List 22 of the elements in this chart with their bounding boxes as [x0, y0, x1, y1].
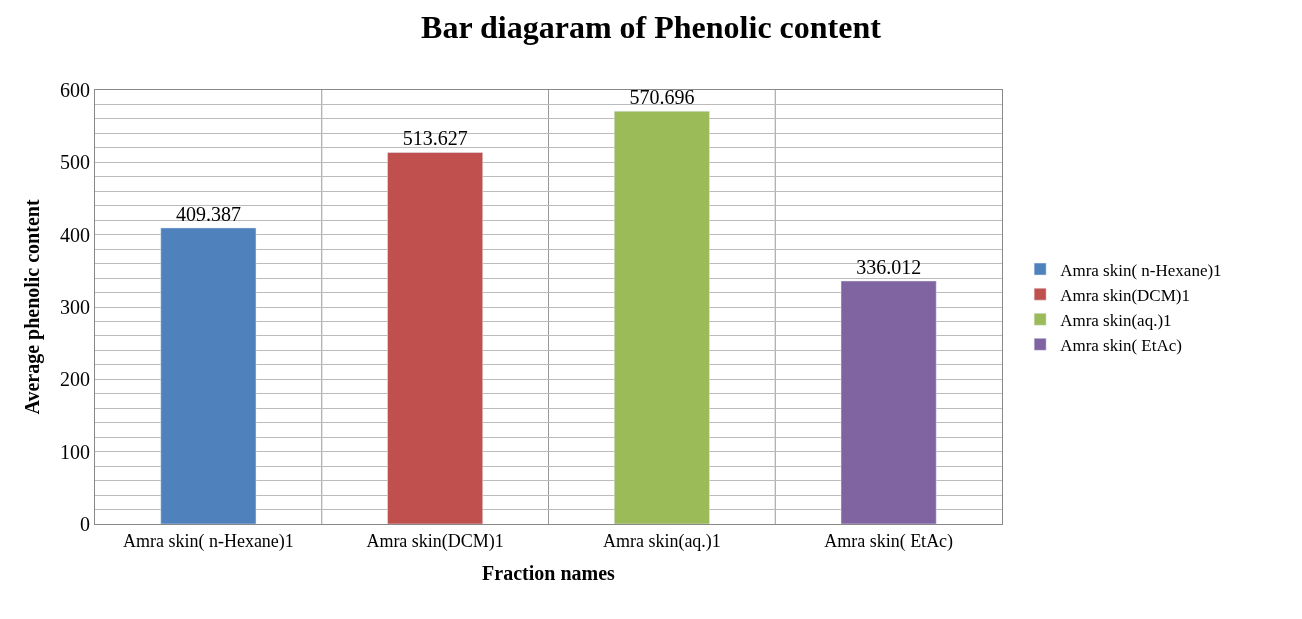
legend-label: Amra skin( n-Hexane)1	[1060, 260, 1222, 280]
x-tick-label: Amra skin( EtAc)	[824, 530, 954, 552]
x-axis-title: Fraction names	[482, 562, 616, 585]
y-tick-label: 300	[60, 296, 90, 318]
data-label: 570.696	[629, 86, 695, 109]
legend-label: Amra skin(aq.)1	[1060, 310, 1172, 330]
x-tick-label: Amra skin( n-Hexane)1	[122, 530, 294, 552]
data-label: 513.627	[402, 127, 468, 150]
legend-label: Amra skin(DCM)1	[1060, 285, 1190, 305]
data-label: 409.387	[175, 202, 241, 225]
x-tick-label: Amra skin(DCM)1	[366, 530, 504, 552]
data-label: 336.012	[856, 255, 922, 278]
y-tick-label: 600	[60, 79, 90, 101]
x-tick-label: Amra skin(aq.)1	[602, 530, 721, 552]
chart-title: Bar diagaram of Phenolic content	[421, 8, 882, 45]
y-tick-label: 500	[60, 151, 90, 174]
y-tick-label: 400	[60, 223, 90, 246]
y-tick-label: 200	[60, 368, 90, 391]
y-tick-label: 100	[60, 440, 90, 463]
y-tick-label: 0	[80, 513, 90, 535]
legend-label: Amra skin( EtAc)	[1060, 335, 1182, 355]
y-axis-title: Average phenolic content	[20, 199, 44, 415]
